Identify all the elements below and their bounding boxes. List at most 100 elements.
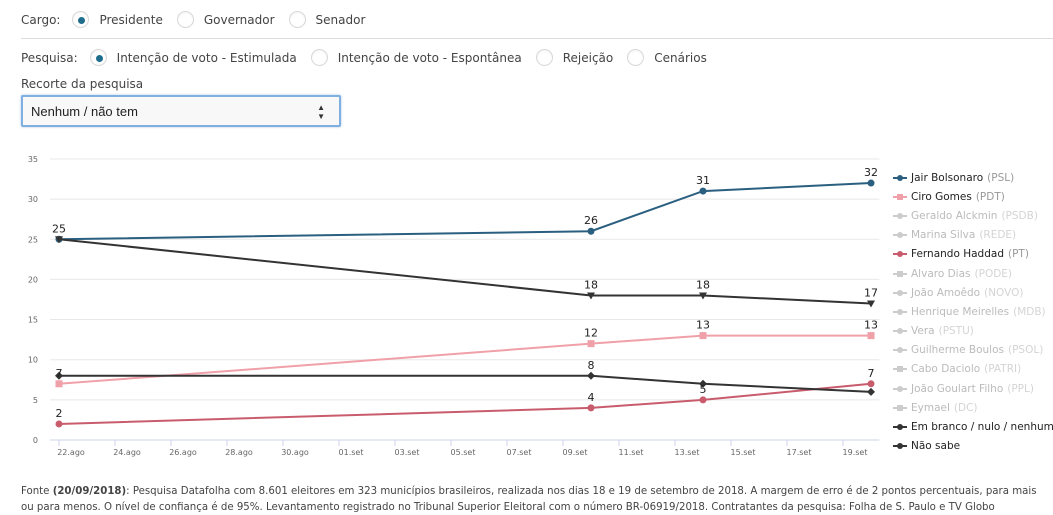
legend-symbol-icon (893, 345, 907, 355)
series-line (58, 182, 872, 241)
radio-circle[interactable] (310, 49, 328, 66)
series-jair-bolsonaro (55, 179, 875, 243)
x-tick-label: 30.ago (281, 448, 309, 457)
x-tick-label: 05.set (451, 448, 476, 457)
y-tick-label: 20 (28, 275, 38, 284)
y-tick-label: 15 (28, 316, 38, 325)
data-point (867, 179, 875, 187)
legend-name: Alvaro Dias (911, 267, 971, 280)
legend-item[interactable]: Eymael (DC) (893, 398, 1053, 417)
x-tick-label: 13.set (675, 448, 700, 457)
data-label: 2 (56, 407, 63, 420)
data-point (55, 371, 63, 380)
legend-item[interactable]: Geraldo Alckmin (PSDB) (893, 206, 1053, 225)
x-tick-label: 17.set (787, 448, 812, 457)
legend-symbol-icon (893, 288, 907, 298)
radio-circle[interactable] (176, 11, 194, 28)
legend-item[interactable]: Ciro Gomes (PDT) (893, 187, 1053, 206)
series-group (55, 179, 875, 428)
y-tick-label: 10 (28, 356, 38, 365)
legend-item[interactable]: Guilherme Boulos (PSOL) (893, 341, 1053, 360)
radio-label: Rejeição (562, 50, 614, 65)
radio-rejeicao[interactable]: Rejeição (535, 49, 614, 66)
radio-circle[interactable] (288, 11, 306, 28)
legend-name: Geraldo Alckmin (911, 209, 998, 222)
cargo-label: Cargo: (21, 12, 61, 27)
x-tick-label: 19.set (843, 448, 868, 457)
legend-party: (PSTU) (938, 325, 974, 338)
y-tick-label: 25 (28, 235, 38, 244)
legend-item[interactable]: Alvaro Dias (PODE) (893, 264, 1053, 283)
legend-symbol-icon (893, 422, 907, 432)
series-em-branco-nulo-nenhum (55, 236, 875, 308)
data-label: 26 (584, 214, 598, 227)
radio-cenarios[interactable]: Cenários (627, 49, 707, 66)
radio-label: Senador (315, 12, 366, 27)
legend-symbol-icon (893, 173, 907, 183)
recorte-select[interactable]: Nenhum / não tem ▲ ▼ (21, 95, 341, 127)
legend-party: (PT) (1008, 248, 1029, 261)
series-line (58, 334, 871, 385)
legend-symbol-icon (893, 326, 907, 336)
legend-party: (PATRI) (984, 363, 1022, 376)
data-point (55, 420, 63, 428)
data-point (699, 292, 707, 300)
radio-presidente[interactable]: Presidente (72, 11, 163, 28)
x-axis: 22.ago 24.ago 26.ago 28.ago 30.ago 01.set 03.s… (57, 440, 867, 457)
legend-party: (REDE) (979, 229, 1017, 242)
legend-item[interactable]: Em branco / nulo / nenhum (893, 417, 1053, 436)
legend-party: (PSDB) (1001, 209, 1038, 222)
radio-circle[interactable] (72, 11, 90, 28)
x-tick-label: 11.set (619, 448, 644, 457)
radio-circle[interactable] (89, 49, 107, 66)
radio-label: Presidente (99, 12, 163, 27)
radio-label: Governador (203, 12, 275, 27)
radio-governador[interactable]: Governador (176, 11, 275, 28)
series-line (58, 238, 872, 305)
data-point (699, 396, 707, 404)
data-label: 13 (696, 319, 710, 332)
y-tick-label: 30 (28, 195, 38, 204)
footer-text: : Pesquisa Datafolha com 8.601 eleitores… (21, 486, 1037, 513)
data-label: 25 (52, 222, 66, 235)
legend-name: João Goulart Filho (911, 382, 1004, 395)
radio-circle[interactable] (627, 49, 645, 66)
series-fernando-haddad (55, 380, 875, 428)
legend-item[interactable]: Vera (PSTU) (893, 322, 1053, 341)
radio-circle[interactable] (535, 49, 553, 66)
data-label: 4 (588, 391, 595, 404)
legend-item[interactable]: Jair Bolsonaro (PSL) (893, 168, 1053, 187)
legend-item[interactable]: João Goulart Filho (PPL) (893, 379, 1053, 398)
radio-senador[interactable]: Senador (288, 11, 366, 28)
legend-item[interactable]: Fernando Haddad (PT) (893, 245, 1053, 264)
footer-date: (20/09/2018) (52, 486, 127, 497)
radio-espontanea[interactable]: Intenção de voto - Espontânea (310, 49, 522, 66)
legend-symbol-icon (893, 269, 907, 279)
select-arrows-icon: ▲ ▼ (317, 103, 325, 121)
legend-item[interactable]: Não sabe (893, 437, 1053, 456)
data-label: 32 (864, 166, 878, 179)
legend-item[interactable]: João Amoêdo (NOVO) (893, 283, 1053, 302)
legend-symbol-icon (893, 211, 907, 221)
data-point (587, 292, 595, 300)
y-axis: 0 5 10 15 20 25 30 35 (28, 155, 38, 445)
legend-item[interactable]: Marina Silva (REDE) (893, 226, 1053, 245)
legend-symbol-icon (893, 307, 907, 317)
legend-item[interactable]: Cabo Daciolo (PATRI) (893, 360, 1053, 379)
radio-estimulada[interactable]: Intenção de voto - Estimulada (89, 49, 297, 66)
data-label: 8 (588, 359, 595, 372)
legend-name: Vera (911, 325, 935, 338)
data-point (587, 227, 595, 235)
legend-name: Henrique Meirelles (911, 305, 1010, 318)
data-label: 12 (584, 327, 598, 340)
legend-name: Cabo Daciolo (911, 363, 981, 376)
legend-item[interactable]: Henrique Meirelles (MDB) (893, 302, 1053, 321)
chart-legend: Jair Bolsonaro (PSL) Ciro Gomes (PDT) Gerald… (893, 168, 1053, 456)
series-line (59, 374, 872, 393)
legend-name: Fernando Haddad (911, 248, 1004, 261)
data-label: 18 (584, 278, 598, 291)
recorte-label: Recorte da pesquisa (21, 77, 144, 91)
x-tick-label: 24.ago (113, 448, 141, 457)
data-label: 7 (868, 367, 875, 380)
